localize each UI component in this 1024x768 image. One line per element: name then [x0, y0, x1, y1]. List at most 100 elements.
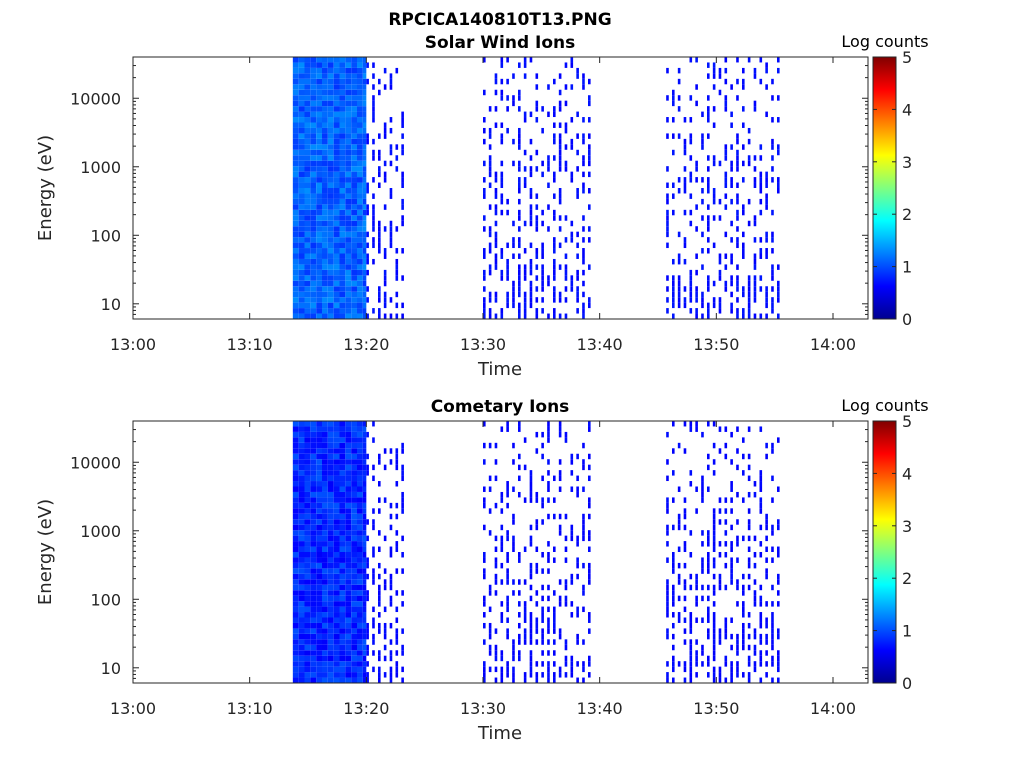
- heatmap-cell: [304, 144, 311, 150]
- heatmap-cell: [378, 546, 381, 552]
- heatmap-cell: [298, 171, 305, 178]
- heatmap-cell: [292, 291, 299, 298]
- heatmap-cell: [707, 541, 710, 547]
- heatmap-cell: [310, 644, 317, 651]
- heatmap-cell: [357, 524, 363, 531]
- heatmap-cell: [541, 595, 544, 602]
- heatmap-cell: [298, 481, 305, 487]
- heatmap-cell: [701, 584, 704, 591]
- heatmap-cell: [304, 78, 311, 85]
- heatmap-cell: [327, 193, 334, 199]
- heatmap-cell: [333, 464, 340, 471]
- heatmap-cell: [777, 661, 780, 667]
- heatmap-cell: [529, 470, 533, 476]
- heatmap-cell: [351, 666, 357, 673]
- heatmap-cell: [753, 552, 757, 558]
- heatmap-cell: [523, 166, 527, 172]
- heatmap-cell: [588, 171, 591, 178]
- heatmap-cell: [564, 253, 568, 259]
- heatmap-cell: [327, 106, 334, 112]
- heatmap-cell: [488, 650, 492, 656]
- heatmap-cell: [345, 177, 352, 183]
- heatmap-cell: [298, 486, 305, 492]
- heatmap-cell: [401, 198, 404, 205]
- heatmap-cell: [529, 535, 533, 542]
- heatmap-cell: [588, 226, 591, 232]
- heatmap-cell: [683, 242, 687, 249]
- heatmap-cell: [298, 552, 305, 558]
- heatmap-cell: [529, 269, 533, 276]
- heatmap-cell: [500, 672, 504, 678]
- heatmap-cell: [582, 84, 585, 90]
- heatmap-cell: [666, 590, 669, 596]
- heatmap-cell: [327, 530, 334, 536]
- heatmap-cell: [523, 182, 527, 188]
- heatmap-cell: [707, 73, 710, 79]
- heatmap-cell: [362, 524, 367, 531]
- heatmap-cell: [506, 606, 509, 613]
- heatmap-cell: [351, 650, 357, 656]
- heatmap-cell: [298, 639, 305, 645]
- heatmap-cell: [672, 497, 675, 503]
- heatmap-cell: [351, 601, 357, 607]
- heatmap-cell: [529, 486, 533, 492]
- heatmap-cell: [742, 606, 745, 613]
- heatmap-cell: [666, 242, 669, 249]
- heatmap-cell: [298, 155, 305, 161]
- heatmap-cell: [742, 248, 745, 254]
- heatmap-cell: [351, 530, 357, 536]
- heatmap-cell: [395, 650, 399, 656]
- heatmap-cell: [383, 579, 387, 585]
- heatmap-cell: [298, 584, 305, 591]
- heatmap-cell: [362, 639, 367, 645]
- heatmap-cell: [506, 57, 509, 63]
- heatmap-cell: [672, 193, 675, 199]
- heatmap-cell: [765, 297, 768, 303]
- heatmap-cell: [304, 606, 311, 613]
- heatmap-cell: [322, 568, 328, 574]
- heatmap-cell: [701, 617, 704, 623]
- heatmap-cell: [339, 655, 346, 662]
- heatmap-cell: [588, 155, 591, 161]
- heatmap-cell: [292, 313, 299, 319]
- heatmap-cell: [683, 617, 687, 623]
- heatmap-cell: [327, 497, 334, 503]
- heatmap-cell: [310, 220, 317, 227]
- heatmap-cell: [333, 258, 340, 265]
- heatmap-cell: [378, 231, 381, 238]
- heatmap-cell: [316, 552, 322, 558]
- heatmap-cell: [500, 497, 504, 503]
- heatmap-cell: [582, 258, 585, 265]
- heatmap-cell: [322, 622, 328, 629]
- heatmap-cell: [345, 275, 352, 281]
- heatmap-cell: [383, 302, 387, 309]
- heatmap-cell: [512, 220, 515, 227]
- heatmap-cell: [310, 622, 317, 629]
- heatmap-cell: [310, 155, 317, 161]
- heatmap-cell: [707, 628, 710, 634]
- heatmap-cell: [483, 117, 486, 123]
- heatmap-cell: [298, 149, 305, 156]
- heatmap-cell: [747, 573, 751, 580]
- heatmap-cell: [512, 442, 515, 449]
- heatmap-cell: [747, 280, 751, 287]
- heatmap-cell: [383, 67, 387, 74]
- heatmap-cell: [383, 133, 387, 139]
- heatmap-cell: [683, 117, 687, 123]
- heatmap-cell: [494, 73, 498, 79]
- heatmap-cell: [570, 171, 574, 178]
- heatmap-cell: [351, 313, 357, 319]
- heatmap-cell: [564, 644, 568, 651]
- heatmap-cell: [362, 209, 367, 216]
- heatmap-cell: [378, 655, 381, 662]
- heatmap-cell: [677, 78, 681, 85]
- heatmap-cell: [362, 166, 367, 172]
- heatmap-cell: [316, 470, 322, 476]
- heatmap-cell: [310, 530, 317, 536]
- colorbar-label-solar-wind: Log counts: [841, 32, 928, 51]
- heatmap-cell: [512, 280, 515, 287]
- heatmap-cell: [582, 308, 585, 314]
- heatmap-cell: [742, 535, 745, 542]
- heatmap-cell: [483, 177, 486, 183]
- heatmap-cell: [506, 95, 509, 101]
